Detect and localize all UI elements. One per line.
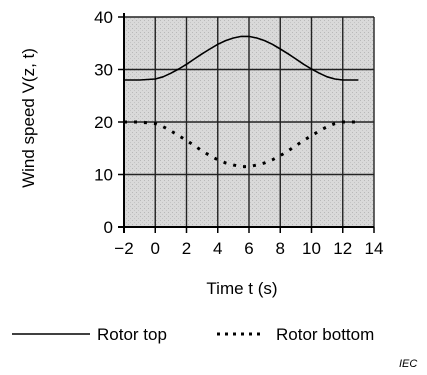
- x-tick-label: 2: [182, 239, 191, 258]
- series-line-rotor-bottom: [124, 120, 359, 169]
- legend: Rotor top Rotor bottom: [12, 325, 374, 344]
- x-tick-label: 8: [276, 239, 285, 258]
- x-tick-label: 4: [213, 239, 222, 258]
- iec-watermark: IEC: [399, 358, 417, 370]
- legend-label-rotor-bottom: Rotor bottom: [276, 325, 374, 344]
- x-tick-label: 14: [365, 239, 384, 258]
- legend-label-rotor-top: Rotor top: [97, 325, 167, 344]
- x-tick-label: 12: [333, 239, 352, 258]
- x-axis-title: Time t (s): [206, 279, 277, 298]
- y-tick-label: 20: [94, 113, 113, 132]
- x-tick-label: −2: [114, 239, 133, 258]
- x-tick-label: 10: [302, 239, 321, 258]
- y-tick-label: 40: [94, 8, 113, 27]
- series-layer: [124, 35, 359, 169]
- x-tick-label: 0: [151, 239, 160, 258]
- x-tick-label: 6: [244, 239, 253, 258]
- y-tick-label: 30: [94, 61, 113, 80]
- y-tick-label: 10: [94, 166, 113, 185]
- series-line-rotor-top: [124, 35, 359, 81]
- y-tick-label: 0: [104, 218, 113, 237]
- y-axis-title: Wind speed V(z, t): [19, 48, 38, 188]
